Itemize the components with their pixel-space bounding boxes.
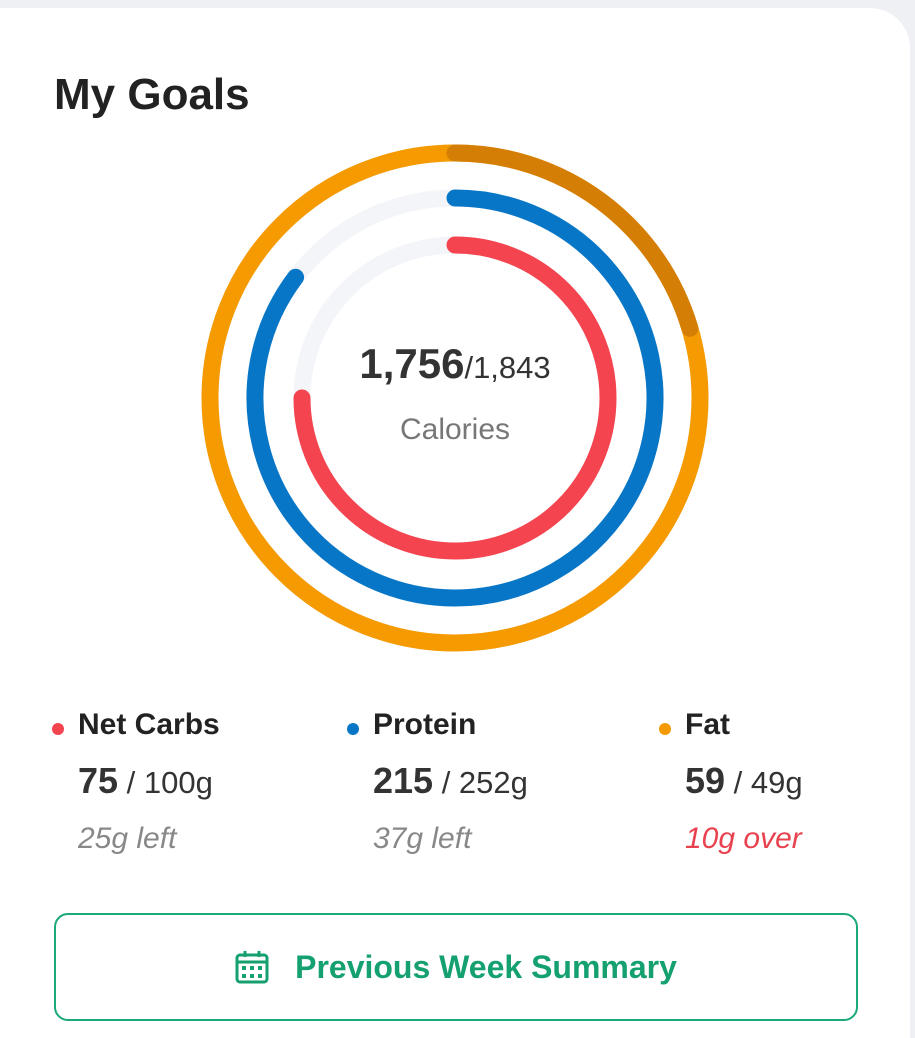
macro-name: Protein bbox=[373, 708, 477, 741]
card-title: My Goals bbox=[54, 70, 250, 119]
macro-goal: / 100g bbox=[126, 765, 213, 800]
ring-progress bbox=[293, 236, 617, 560]
button-label[interactable]: Previous Week Summary bbox=[295, 948, 677, 985]
macro-remaining: 10g over bbox=[685, 822, 802, 855]
macro-goal: / 49g bbox=[733, 765, 803, 800]
macro-rings bbox=[201, 144, 709, 652]
goals-card: My Goals 1,756/1,843 Calories Net Carbs … bbox=[0, 8, 910, 1038]
legend-dot bbox=[52, 723, 64, 735]
macro-name: Fat bbox=[685, 708, 730, 741]
calorie-count: 1,756/1,843 bbox=[0, 340, 910, 388]
macro-consumed: 59 bbox=[685, 760, 726, 801]
calories-consumed: 1,756 bbox=[359, 340, 465, 387]
macro-goal: / 252g bbox=[441, 765, 528, 800]
macro-consumed: 75 bbox=[78, 760, 119, 801]
legend-dot bbox=[347, 723, 359, 735]
macro-consumed: 215 bbox=[373, 760, 434, 801]
macro-column: Fat 59 / 49g 10g over bbox=[659, 708, 803, 856]
previous-week-button[interactable]: Previous Week Summary bbox=[54, 913, 858, 1021]
macro-remaining: 37g left bbox=[373, 822, 472, 855]
macro-remaining: 25g left bbox=[78, 822, 177, 855]
macro-value: 215 / 252g bbox=[373, 760, 528, 802]
ring-overflow bbox=[446, 144, 699, 337]
calendar-icon bbox=[235, 951, 269, 984]
macro-value: 75 / 100g bbox=[78, 760, 220, 802]
calories-goal: /1,843 bbox=[464, 350, 551, 385]
legend-dot bbox=[659, 723, 671, 735]
macro-name: Net Carbs bbox=[78, 708, 220, 741]
ring-progress bbox=[246, 189, 664, 607]
macro-column: Protein 215 / 252g 37g left bbox=[347, 708, 528, 856]
calories-label: Calories bbox=[399, 413, 511, 446]
macro-value: 59 / 49g bbox=[685, 760, 803, 802]
macro-column: Net Carbs 75 / 100g 25g left bbox=[52, 708, 220, 856]
